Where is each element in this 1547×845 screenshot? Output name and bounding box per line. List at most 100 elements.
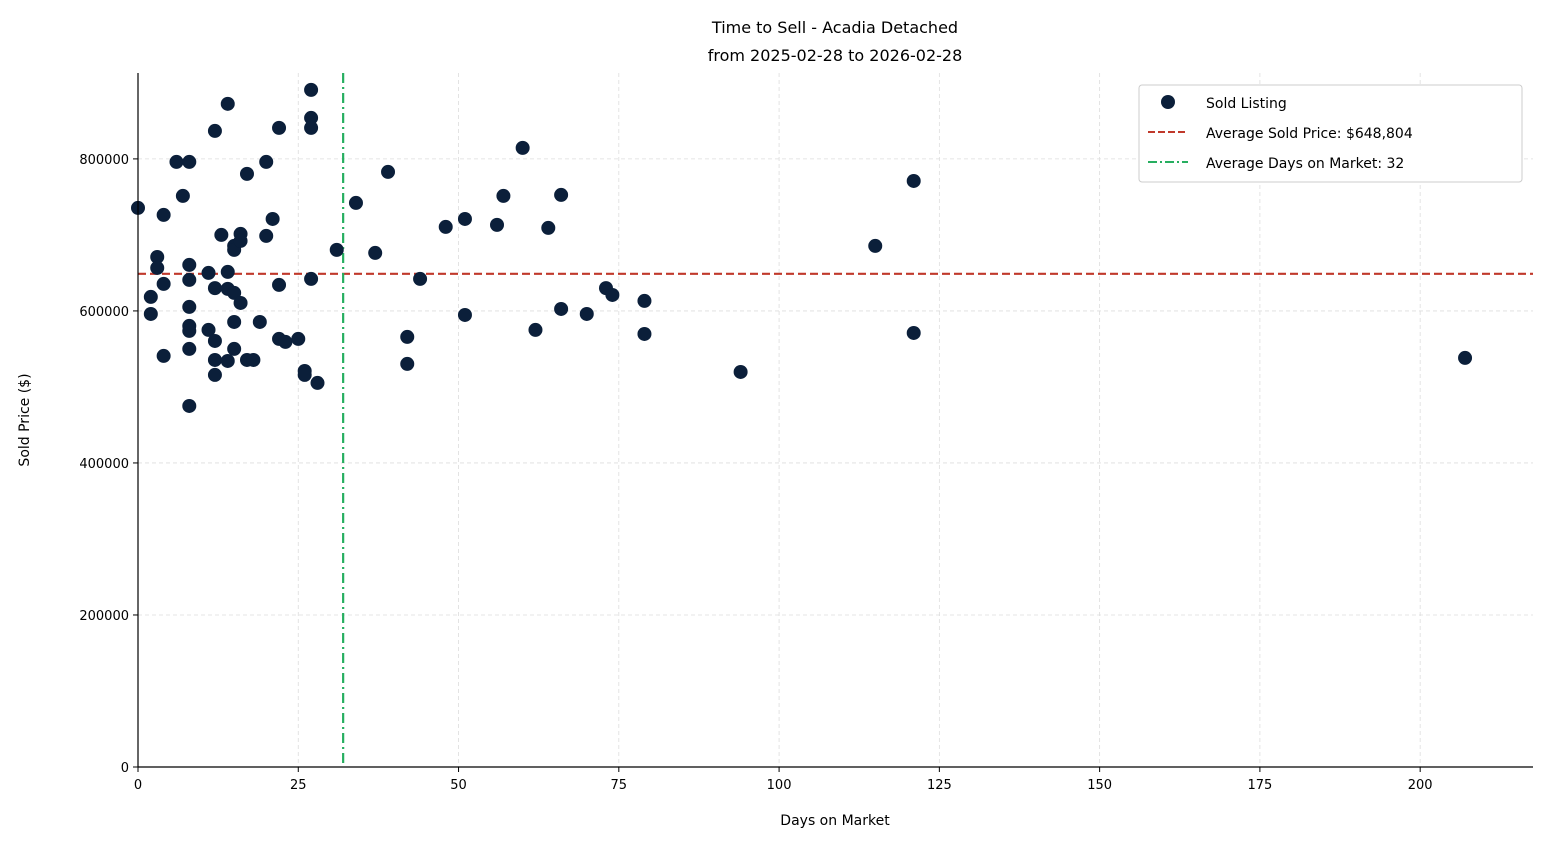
data-point (278, 334, 293, 349)
data-point (541, 220, 556, 235)
data-point (291, 331, 306, 346)
data-point (265, 211, 280, 226)
chart-title: Time to Sell - Acadia Detached (711, 18, 958, 37)
data-point (227, 341, 242, 356)
data-point (175, 188, 190, 203)
data-point (156, 348, 171, 363)
data-point (220, 353, 235, 368)
x-tick-label: 150 (1087, 778, 1112, 793)
data-point (304, 110, 319, 125)
data-point (368, 245, 383, 260)
data-point (579, 306, 594, 321)
x-tick-label: 200 (1408, 778, 1433, 793)
data-point (156, 207, 171, 222)
y-tick-label: 600000 (79, 305, 129, 320)
x-tick-label: 175 (1247, 778, 1272, 793)
y-tick-label: 400000 (79, 457, 129, 472)
y-tick-label: 200000 (79, 609, 129, 624)
data-point (169, 154, 184, 169)
x-tick-label: 25 (290, 778, 307, 793)
y-tick-label: 0 (121, 761, 129, 776)
data-point (310, 375, 325, 390)
data-point (207, 367, 222, 382)
data-point (201, 265, 216, 280)
x-tick-label: 125 (927, 778, 952, 793)
data-point (528, 322, 543, 337)
data-point (496, 188, 511, 203)
data-point (220, 264, 235, 279)
data-point (413, 271, 428, 286)
x-tick-label: 75 (611, 778, 628, 793)
legend-marker-sold (1161, 95, 1175, 109)
data-point (490, 217, 505, 232)
data-point (207, 123, 222, 138)
data-point (329, 242, 344, 257)
legend-label-sold: Sold Listing (1206, 96, 1287, 112)
data-point (143, 289, 158, 304)
data-point (400, 329, 415, 344)
x-tick-label: 100 (767, 778, 792, 793)
data-point (515, 140, 530, 155)
data-point (233, 295, 248, 310)
data-point (246, 352, 261, 367)
data-point (220, 96, 235, 111)
data-point (156, 276, 171, 291)
data-point (304, 271, 319, 286)
y-tick-label: 800000 (79, 153, 129, 168)
data-point (207, 352, 222, 367)
data-point (227, 285, 242, 300)
data-point (304, 120, 319, 135)
data-point (348, 195, 363, 210)
data-point (207, 281, 222, 296)
data-point (214, 227, 229, 242)
ticks: 0 25 50 75 100 125 150 175 200 0 200000 400000 60000… (79, 153, 1432, 793)
data-point (297, 367, 312, 382)
legend-label-avg-price: Average Sold Price: $648,804 (1206, 126, 1413, 142)
data-point (201, 322, 216, 337)
data-point (906, 325, 921, 340)
data-point (259, 228, 274, 243)
data-point (733, 364, 748, 379)
data-point (381, 164, 396, 179)
data-point (457, 307, 472, 322)
data-point (233, 233, 248, 248)
data-point (239, 166, 254, 181)
legend-label-avg-days: Average Days on Market: 32 (1206, 156, 1404, 172)
data-point (868, 238, 883, 253)
data-point (259, 154, 274, 169)
data-point (457, 211, 472, 226)
data-point (554, 301, 569, 316)
data-point (182, 299, 197, 314)
data-point (150, 249, 165, 264)
x-axis-label: Days on Market (780, 813, 890, 829)
data-point (554, 187, 569, 202)
data-point (304, 82, 319, 97)
data-point (150, 260, 165, 275)
y-axis-label: Sold Price ($) (17, 373, 33, 466)
data-point (637, 293, 652, 308)
data-point (400, 356, 415, 371)
data-point (1458, 350, 1473, 365)
data-point (182, 341, 197, 356)
data-point (906, 173, 921, 188)
data-point (182, 154, 197, 169)
data-point (272, 277, 287, 292)
data-point (637, 326, 652, 341)
x-tick-label: 50 (450, 778, 467, 793)
data-point (207, 333, 222, 348)
data-point (182, 257, 197, 272)
reference-lines (138, 73, 1533, 767)
data-point (438, 219, 453, 234)
data-point (227, 314, 242, 329)
data-point (143, 306, 158, 321)
points (131, 82, 1473, 413)
data-point (182, 398, 197, 413)
data-point (182, 323, 197, 338)
chart-subtitle: from 2025-02-28 to 2026-02-28 (708, 46, 963, 65)
legend: Sold Listing Average Sold Price: $648,80… (1138, 84, 1523, 183)
data-point (272, 120, 287, 135)
x-tick-label: 0 (134, 778, 142, 793)
data-point (252, 314, 267, 329)
data-point (605, 287, 620, 302)
